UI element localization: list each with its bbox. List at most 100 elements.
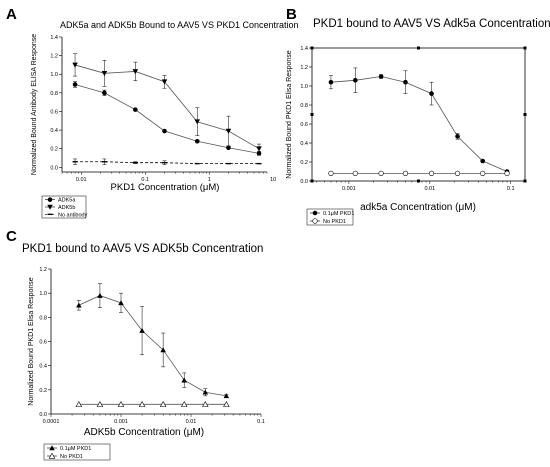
y-tick-label: 0.8	[39, 315, 47, 321]
data-point	[194, 119, 201, 125]
x-tick-label: 1	[208, 177, 211, 183]
series-1	[75, 400, 230, 407]
data-point	[223, 400, 230, 407]
x-tick-label: 0.001	[342, 186, 356, 192]
series-1	[72, 53, 262, 154]
data-point	[455, 134, 460, 139]
data-point	[428, 170, 435, 176]
frame-corner-mark	[523, 113, 527, 116]
frame-corner-mark	[523, 179, 527, 183]
data-point	[403, 79, 408, 85]
panel-label: C	[6, 228, 17, 245]
data-point	[76, 302, 82, 308]
data-point	[353, 78, 358, 83]
y-tick-label: 1.0	[50, 72, 58, 78]
data-point	[72, 62, 78, 68]
y-tick-label: 0.4	[39, 364, 47, 370]
panel-b: B PKD1 bound to AAV5 VS Adk5a Concentrati…	[286, 6, 550, 226]
series-line	[74, 64, 260, 150]
data-point	[226, 145, 231, 151]
series-0	[76, 283, 230, 399]
series-0	[72, 81, 262, 156]
legend-entry: 0.1μM PKD1	[323, 211, 354, 217]
data-point	[402, 170, 409, 176]
data-point	[133, 107, 138, 112]
data-point	[202, 389, 209, 395]
data-point	[181, 377, 187, 383]
y-axis-label: Normalized Bound Antibody ELISA Response	[31, 34, 38, 175]
x-tick-label: 0.0001	[43, 419, 60, 425]
y-tick-label: 0.0	[300, 179, 308, 185]
y-tick-label: 1.2	[50, 54, 58, 60]
data-point	[378, 170, 384, 176]
y-tick-label: 0.6	[39, 340, 47, 346]
y-tick-label: 0.8	[300, 103, 308, 109]
data-point	[504, 170, 510, 176]
data-point	[162, 128, 167, 134]
panel-label: A	[6, 6, 17, 23]
data-point	[97, 292, 103, 298]
data-point	[328, 170, 334, 176]
series-line	[78, 295, 227, 397]
y-axis-label: Normalized Bound PKD1 Elisa Response	[28, 277, 35, 406]
y-tick-label: 0.8	[50, 91, 58, 97]
data-point	[101, 71, 108, 77]
data-point	[223, 393, 230, 399]
data-point	[139, 327, 145, 333]
x-tick-label: 0.1	[141, 177, 149, 183]
x-tick-label: 0.001	[114, 419, 128, 425]
frame-corner-mark	[310, 113, 314, 116]
chart-title: ADK5a and ADK5b Bound to AAV5 VS PKD1 Co…	[60, 20, 299, 30]
legend-swatch-marker	[48, 452, 56, 459]
y-tick-label: 0.6	[300, 122, 308, 128]
series-2	[72, 158, 262, 165]
x-tick-label: 0.01	[186, 419, 197, 425]
data-point	[202, 400, 209, 407]
data-point	[161, 79, 168, 85]
legend-swatch-marker	[312, 210, 318, 216]
y-tick-label: 0.4	[50, 128, 58, 134]
data-point	[454, 170, 461, 176]
data-point	[256, 146, 262, 152]
legend-entry: No PKD1	[60, 454, 83, 460]
data-point	[225, 128, 232, 134]
y-tick-label: 0.0	[50, 165, 58, 171]
y-tick-label: 0.2	[300, 160, 308, 166]
x-axis-label: adk5a Concentration (μM)	[360, 202, 476, 213]
legend: 0.1μM PKD1 No PKD1	[43, 443, 111, 461]
data-point	[429, 91, 434, 96]
data-point	[480, 158, 485, 164]
legend-entry: ADK5a	[58, 198, 76, 204]
y-tick-label: 1.4	[50, 35, 58, 41]
data-point	[378, 74, 384, 79]
series-line	[330, 76, 508, 172]
legend: 0.1μM PKD1 No PKD1	[306, 208, 354, 226]
legend-swatch-marker	[47, 204, 53, 210]
chart-title: PKD1 bound to AAV5 VS ADK5b Concentratio…	[22, 243, 263, 255]
data-point	[117, 400, 125, 407]
x-tick-label: 0.01	[76, 177, 87, 183]
x-tick-label: 0.1	[257, 419, 265, 425]
y-tick-label: 1.2	[39, 267, 47, 273]
data-point	[118, 300, 124, 306]
data-point	[75, 400, 83, 407]
x-tick-label: 0.1	[507, 186, 515, 192]
y-axis-label: Normalized Bound PKD1 Elisa Response	[286, 50, 293, 179]
data-point	[159, 400, 167, 407]
data-point	[160, 347, 166, 353]
panel-label: B	[286, 6, 297, 23]
legend-box	[43, 443, 111, 461]
series-0	[328, 67, 510, 174]
data-point	[328, 79, 334, 85]
data-point	[480, 170, 486, 176]
x-axis-label: PKD1 Concentration (μM)	[111, 182, 220, 193]
legend-swatch-marker	[49, 445, 55, 451]
chart-title: PKD1 bound to AAV5 VS Adk5a Concentratio…	[313, 18, 550, 30]
y-tick-label: 0.4	[300, 141, 308, 147]
series-line	[74, 84, 260, 154]
x-tick-label: 0.01	[424, 186, 435, 192]
data-point	[180, 400, 188, 407]
y-tick-label: 1.0	[300, 84, 308, 90]
